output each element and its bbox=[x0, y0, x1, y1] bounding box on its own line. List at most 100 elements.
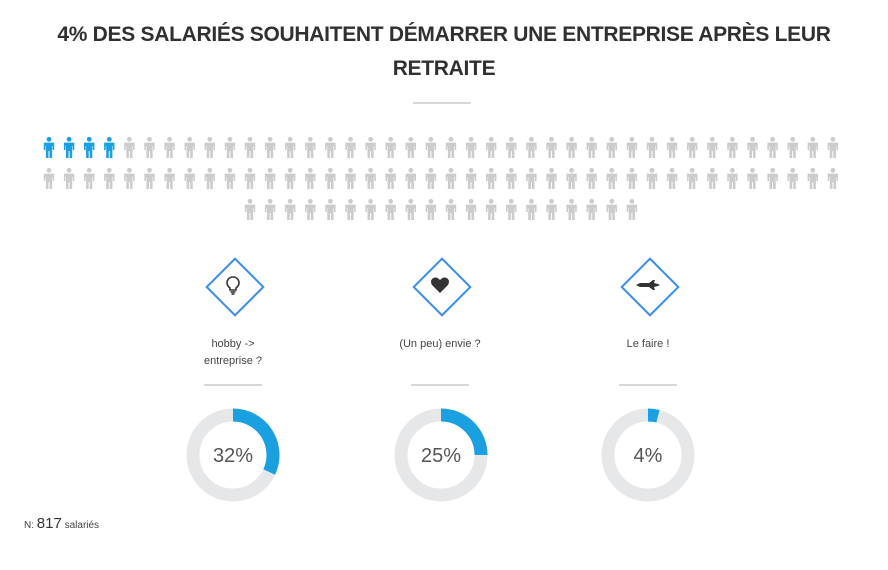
donut-chart: 25% bbox=[394, 408, 488, 502]
donut-value-arc bbox=[647, 408, 660, 423]
title-line-1: 4% DES SALARIÉS SOUHAITENT DÉMARRER UNE … bbox=[57, 23, 831, 46]
person-icon bbox=[827, 167, 839, 189]
category-label: hobby -> entreprise ? bbox=[153, 336, 313, 370]
donut-value-label: 25% bbox=[421, 445, 461, 467]
person-icon bbox=[425, 136, 437, 158]
person-icon bbox=[305, 167, 316, 189]
person-icon bbox=[264, 167, 276, 189]
person-icon bbox=[626, 198, 638, 220]
person-icon bbox=[606, 198, 617, 220]
person-icon bbox=[465, 198, 477, 220]
person-icon bbox=[687, 167, 698, 189]
person-icon bbox=[767, 136, 778, 158]
person-icon bbox=[486, 136, 497, 158]
person-icon bbox=[84, 136, 95, 158]
category-label-line: Le faire ! bbox=[626, 338, 670, 350]
person-icon bbox=[244, 198, 256, 220]
category-label-line: hobby -> bbox=[211, 338, 255, 350]
person-icon bbox=[285, 198, 296, 220]
person-icon bbox=[385, 136, 396, 158]
person-icon bbox=[224, 136, 236, 158]
person-icon bbox=[104, 167, 115, 189]
person-icon bbox=[767, 167, 778, 189]
person-icon bbox=[305, 198, 316, 220]
person-icon bbox=[204, 136, 215, 158]
person-icon bbox=[184, 136, 195, 158]
person-icon bbox=[486, 167, 497, 189]
person-icon bbox=[325, 136, 336, 158]
person-icon bbox=[43, 136, 55, 158]
person-icon bbox=[124, 167, 135, 189]
title-line-2: RETRAITE bbox=[392, 57, 496, 80]
sample-size-count: 817 bbox=[36, 515, 62, 532]
person-icon bbox=[506, 167, 517, 189]
person-icon bbox=[566, 167, 577, 189]
person-icon bbox=[425, 198, 437, 220]
person-icon bbox=[124, 136, 135, 158]
person-icon bbox=[325, 198, 336, 220]
person-icon bbox=[365, 167, 376, 189]
donut-chart: 32% bbox=[186, 408, 280, 502]
person-icon bbox=[365, 198, 376, 220]
title-divider bbox=[413, 102, 471, 104]
person-icon bbox=[325, 167, 336, 189]
person-icon bbox=[84, 167, 95, 189]
category-label-line: (Un peu) envie ? bbox=[399, 338, 481, 350]
person-icon bbox=[164, 167, 175, 189]
person-icon bbox=[506, 136, 517, 158]
person-icon bbox=[405, 136, 416, 158]
person-icon bbox=[244, 167, 256, 189]
person-icon bbox=[687, 136, 698, 158]
sample-size-note: N: 817 salariés bbox=[24, 515, 99, 532]
person-icon bbox=[264, 198, 276, 220]
person-icon bbox=[606, 167, 617, 189]
person-icon bbox=[747, 136, 758, 158]
chart-title: 4% DES SALARIÉS SOUHAITENT DÉMARRER UNE … bbox=[0, 18, 888, 86]
person-icon bbox=[365, 136, 376, 158]
donut-value-arc bbox=[232, 408, 280, 475]
person-icon bbox=[465, 136, 477, 158]
person-icon bbox=[164, 136, 175, 158]
person-icon bbox=[63, 167, 75, 189]
person-icon bbox=[807, 136, 818, 158]
person-icon bbox=[506, 198, 517, 220]
category-divider bbox=[619, 384, 677, 386]
person-icon bbox=[606, 136, 617, 158]
person-icon bbox=[586, 198, 597, 220]
person-icon bbox=[546, 136, 557, 158]
person-icon bbox=[405, 167, 416, 189]
sample-size-suffix: salariés bbox=[64, 520, 100, 531]
person-icon bbox=[264, 136, 276, 158]
person-icon bbox=[285, 167, 296, 189]
person-icon bbox=[787, 167, 798, 189]
person-icon bbox=[425, 167, 437, 189]
person-icon bbox=[546, 167, 557, 189]
category-label: (Un peu) envie ? bbox=[360, 336, 520, 353]
donut-value-label: 4% bbox=[634, 445, 663, 467]
person-icon bbox=[807, 167, 818, 189]
person-icon bbox=[43, 167, 55, 189]
category-label: Le faire ! bbox=[568, 336, 728, 353]
person-icon bbox=[827, 136, 839, 158]
rocket-icon bbox=[620, 257, 676, 313]
donut-chart: 4% bbox=[601, 408, 695, 502]
person-icon bbox=[104, 136, 115, 158]
donut-value-arc bbox=[440, 408, 488, 456]
person-icon bbox=[184, 167, 195, 189]
person-icon bbox=[305, 136, 316, 158]
person-icon bbox=[244, 136, 256, 158]
person-icon bbox=[445, 198, 457, 220]
person-icon bbox=[465, 167, 477, 189]
donut-value-label: 32% bbox=[213, 445, 253, 467]
person-icon bbox=[707, 136, 718, 158]
person-icon bbox=[486, 198, 497, 220]
person-icon bbox=[566, 136, 577, 158]
person-icon bbox=[727, 167, 738, 189]
person-icon bbox=[747, 167, 758, 189]
person-icon bbox=[405, 198, 416, 220]
pictogram-chart bbox=[0, 0, 888, 240]
person-icon bbox=[666, 167, 678, 189]
person-icon bbox=[646, 167, 658, 189]
person-icon bbox=[385, 198, 396, 220]
person-icon bbox=[526, 198, 537, 220]
